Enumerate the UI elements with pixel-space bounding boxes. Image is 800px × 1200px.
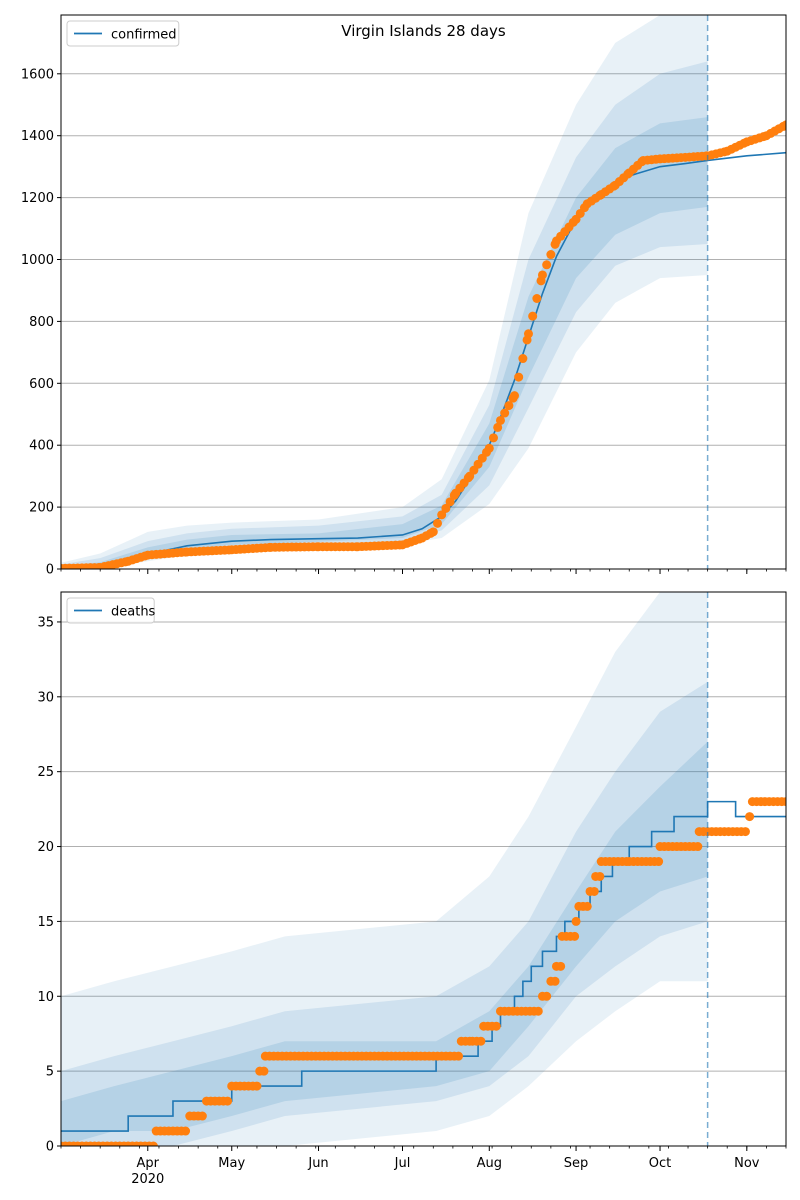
observed-point (542, 991, 552, 1001)
x-tick-label: Aug (477, 1156, 502, 1171)
observed-point (252, 1081, 262, 1091)
axes-frame (60, 591, 787, 1147)
observed-point (488, 433, 498, 443)
observed-point (504, 401, 514, 411)
observed-point (556, 961, 566, 971)
y-tick-label: 200 (29, 501, 54, 516)
y-tick-label: 600 (29, 377, 54, 392)
observed-point (582, 901, 592, 911)
y-tick-label: 0 (46, 1140, 54, 1155)
observed-point (745, 812, 755, 822)
x-tick-label: Sep (564, 1156, 589, 1171)
observed-point (781, 797, 786, 807)
observed-point (693, 842, 703, 852)
y-tick-label: 20 (37, 840, 54, 855)
x-tick-label: Jun (307, 1156, 328, 1171)
observed-point (546, 250, 556, 260)
observed-point (441, 503, 451, 513)
observed-point (595, 871, 605, 881)
plot-area (61, 15, 786, 569)
uncertainty-band-outer (61, 592, 708, 1146)
x-tick-label: Jul (394, 1156, 411, 1171)
observed-point (197, 1111, 207, 1121)
observed-point (493, 422, 503, 432)
observed-point (509, 391, 519, 401)
uncertainty-band-inner (61, 741, 708, 1146)
uncertainty-band-middle (61, 681, 708, 1146)
legend-label: confirmed (111, 28, 177, 43)
observed-point (740, 827, 750, 837)
observed-point (148, 1141, 158, 1146)
y-tick-label: 35 (37, 615, 54, 630)
observed-point (533, 1006, 543, 1016)
observed-point (181, 1126, 191, 1136)
observed-point (453, 1051, 463, 1061)
observed-point (589, 886, 599, 896)
observed-point (445, 497, 455, 507)
y-tick-label: 1000 (21, 253, 54, 268)
observed-point (542, 260, 552, 270)
observed-point (476, 1036, 486, 1046)
uncertainty-band-outer (61, 15, 708, 569)
x-tick-label: Apr (137, 1156, 160, 1171)
model-line (61, 800, 786, 1132)
y-tick-label: 30 (37, 690, 54, 705)
observed-point (532, 293, 542, 303)
y-tick-label: 0 (46, 563, 54, 578)
y-tick-label: 400 (29, 439, 54, 454)
plot-area (61, 592, 786, 1146)
y-tick-label: 15 (37, 915, 54, 930)
legend-box (66, 597, 155, 624)
legend-box (66, 20, 180, 47)
observed-point (500, 408, 510, 418)
observed-point (518, 354, 528, 364)
x-tick-label: Nov (734, 1156, 760, 1171)
x-tick-sublabel: 2020 (131, 1172, 164, 1187)
y-tick-label: 5 (46, 1065, 54, 1080)
y-tick-label: 800 (29, 315, 54, 330)
legend-label: deaths (111, 605, 156, 620)
y-tick-label: 25 (37, 765, 54, 780)
x-tick-label: Oct (649, 1156, 671, 1171)
y-tick-label: 1600 (21, 67, 54, 82)
y-tick-label: 1200 (21, 191, 54, 206)
y-tick-label: 10 (37, 990, 54, 1005)
x-tick-label: May (218, 1156, 245, 1171)
uncertainty-band-middle (61, 61, 708, 569)
observed-point (484, 443, 494, 453)
observed-point (654, 857, 664, 867)
axes-frame (60, 14, 787, 570)
observed-point (259, 1066, 269, 1076)
observed-point (495, 415, 505, 425)
observed-point (491, 1021, 501, 1031)
confirmed-chart-panel: 0 200 400 600 800 1000 1200 1400 1600 Virgin Isla… (21, 14, 787, 578)
observed-point (550, 976, 560, 986)
observed-point (523, 329, 533, 339)
observed-point (514, 372, 524, 382)
observed-point (437, 510, 447, 520)
observed-point (571, 916, 581, 926)
observed-point (528, 311, 538, 321)
observed-point (223, 1096, 233, 1106)
chart-title: Virgin Islands 28 days (341, 22, 506, 40)
observed-point (781, 120, 786, 130)
observed-point (570, 931, 580, 941)
observed-point (428, 527, 438, 537)
observed-point (432, 518, 442, 528)
y-tick-label: 1400 (21, 129, 54, 144)
observed-point (537, 270, 547, 280)
